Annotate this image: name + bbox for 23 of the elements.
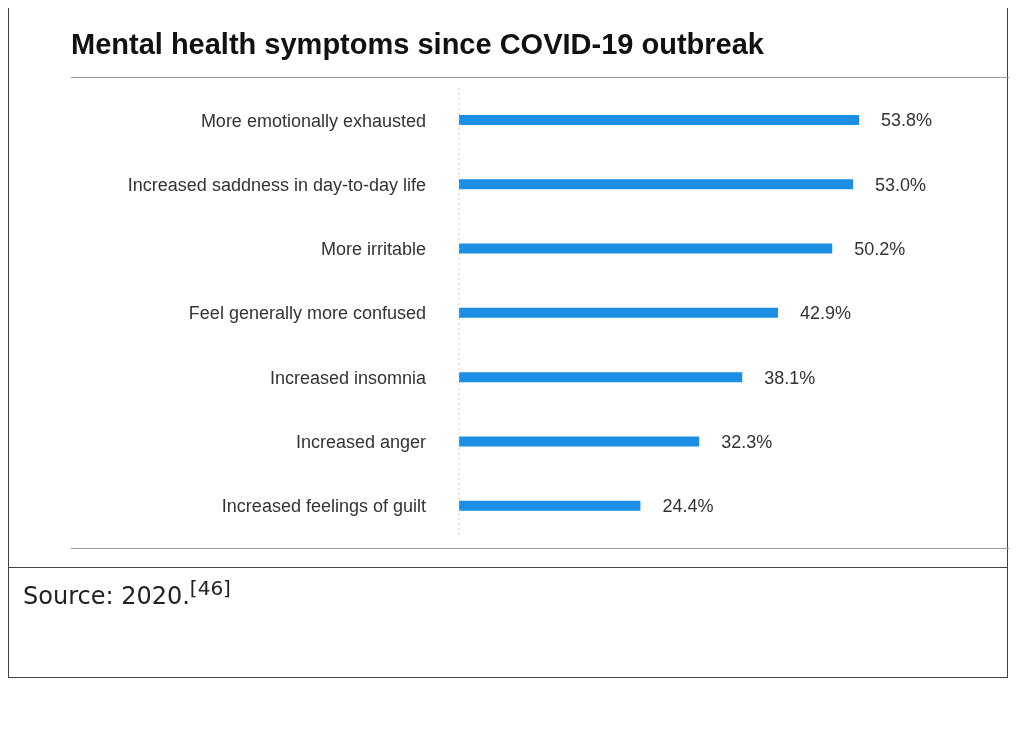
data-label: 53.0% [875, 174, 927, 195]
bar [459, 372, 743, 383]
bar [459, 436, 700, 447]
bar [459, 307, 778, 318]
y-tick-label: Increased saddness in day-to-day life [127, 174, 426, 195]
y-tick-label: Increased insomnia [269, 367, 427, 388]
data-label: 38.1% [764, 367, 816, 388]
bar [459, 179, 854, 190]
data-label: 53.8% [881, 110, 933, 131]
bar [459, 500, 641, 511]
source-note: Source: 2020.$^{[46]}$ [23, 576, 231, 610]
y-tick-label: Feel generally more confused [188, 303, 426, 324]
y-tick-label: Increased feelings of guilt [221, 496, 426, 517]
data-label: 24.4% [662, 496, 714, 517]
chart-title: Mental health symptoms since COVID-19 outbreak [71, 28, 765, 61]
y-tick-label: More emotionally exhausted [200, 110, 426, 131]
y-tick-label: More irritable [320, 239, 426, 260]
bar [459, 115, 859, 125]
data-label: 42.9% [799, 303, 852, 324]
data-label: 50.2% [854, 238, 906, 259]
data-label: 32.3% [721, 431, 773, 452]
y-tick-label: Increased anger [295, 431, 426, 452]
bar [459, 243, 833, 254]
